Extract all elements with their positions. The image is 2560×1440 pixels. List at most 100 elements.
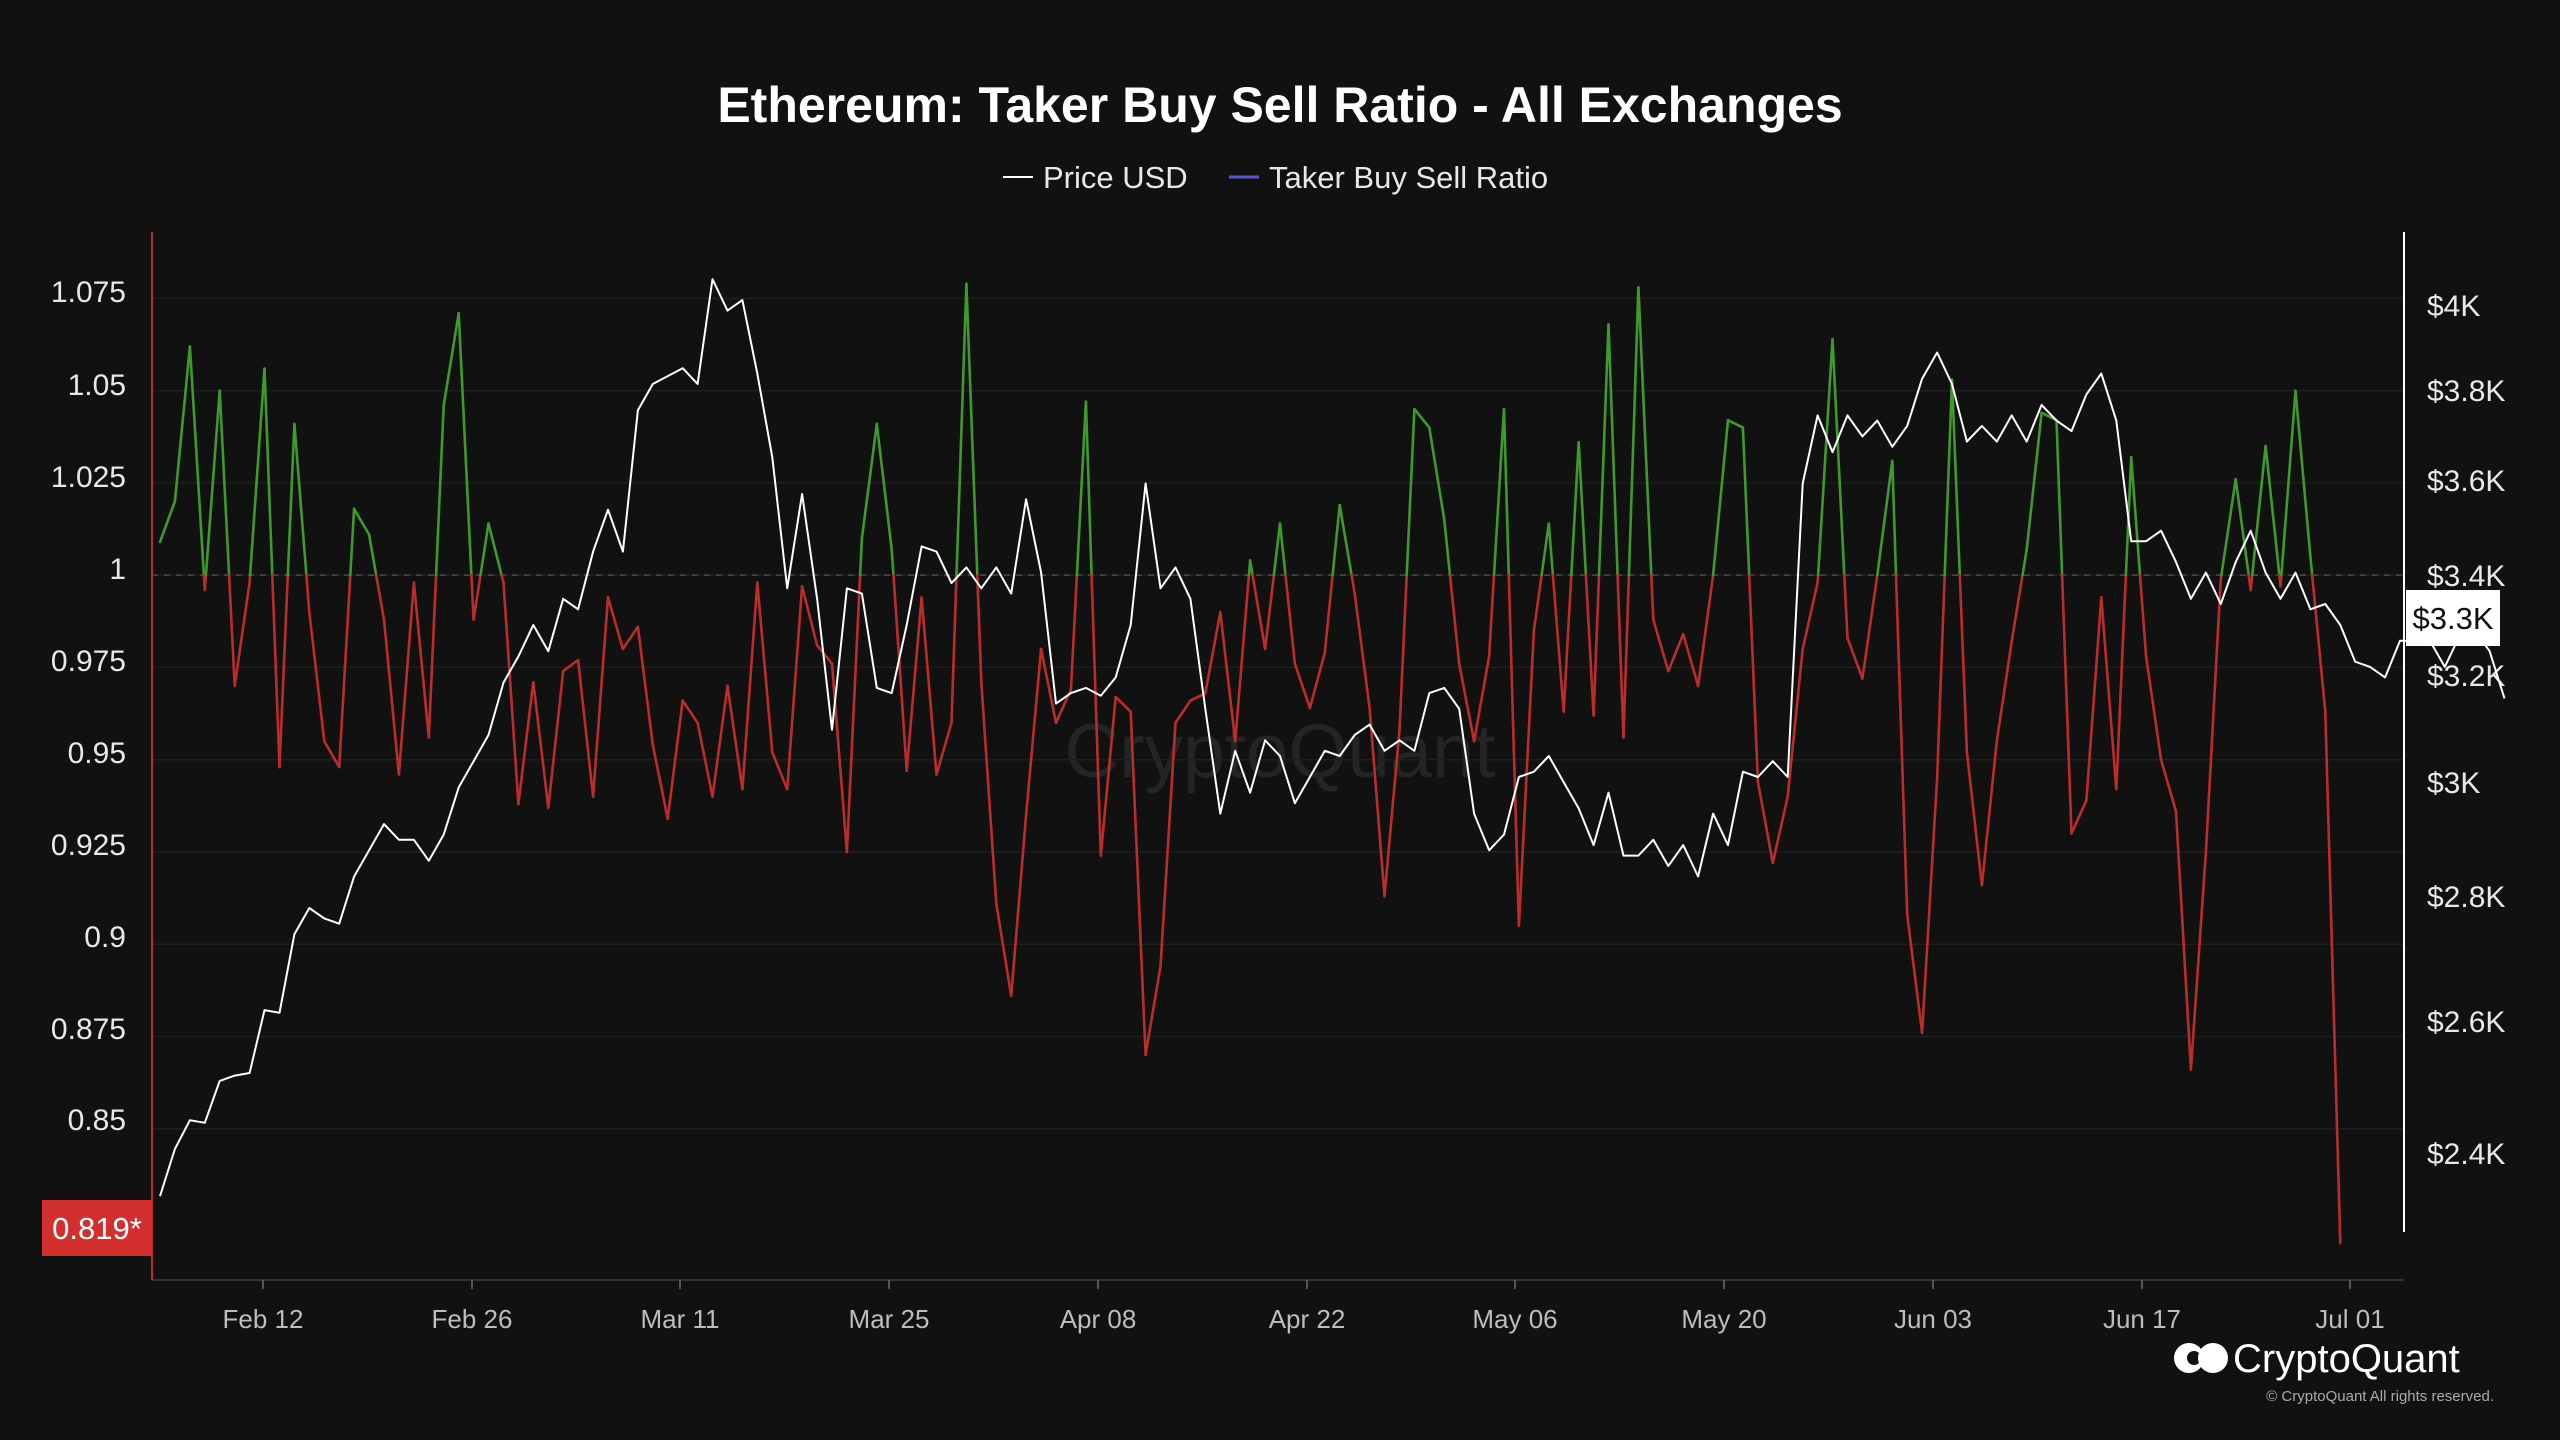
- ratio-line-segment: [979, 680, 998, 905]
- y-left-tick: 0.875: [51, 1013, 126, 1046]
- ratio-line-segment: [2280, 389, 2297, 577]
- ratio-line-segment: [1627, 286, 1640, 577]
- price-badge-bg: [2406, 590, 2500, 646]
- y-left-tick: 0.85: [68, 1104, 126, 1137]
- ratio-line-segment: [1353, 592, 1371, 710]
- ratio-line-segment: [270, 573, 281, 769]
- ratio-line-segment: [621, 625, 640, 651]
- ratio-line-segment: [188, 345, 206, 577]
- ratio-line-segment: [1681, 632, 1700, 688]
- ratio-line-segment: [1308, 651, 1327, 710]
- ratio-line-segment: [278, 573, 290, 769]
- ratio-line-segment: [726, 684, 744, 791]
- ratio-line-segment: [1876, 459, 1894, 577]
- ratio-line-segment: [1233, 573, 1251, 743]
- ratio-line-segment: [203, 573, 208, 592]
- ratio-line-segment: [1547, 522, 1555, 577]
- watermark: CryptoQuant: [1065, 709, 1496, 794]
- ratio-line-segment: [1278, 522, 1287, 577]
- ratio-line-segment: [890, 548, 895, 577]
- x-tick-label: Mar 11: [641, 1304, 720, 1334]
- ratio-line-segment: [1069, 573, 1079, 691]
- ratio-line-segment: [470, 573, 475, 621]
- x-tick-label: Jun 17: [2103, 1304, 2181, 1334]
- ratio-line-segment: [1577, 440, 1588, 577]
- ratio-line-segment: [1114, 695, 1132, 714]
- ratio-line-segment: [263, 367, 274, 577]
- ratio-line-segment: [1616, 573, 1625, 739]
- ratio-line-segment: [1786, 647, 1804, 798]
- ratio-line-segment: [1958, 573, 1969, 754]
- ratio-line-segment: [1075, 400, 1088, 577]
- ratio-line-segment: [1039, 647, 1058, 725]
- ratio-line-segment: [2324, 710, 2342, 1245]
- ratio-line-segment: [2100, 595, 2118, 791]
- ratio-line-segment: [741, 581, 759, 791]
- ratio-line-segment: [2204, 577, 2223, 854]
- ratio-line-segment: [1891, 459, 1898, 577]
- ratio-line-segment: [711, 684, 729, 798]
- ratio-line-segment: [1607, 322, 1619, 577]
- ratio-line-segment: [1905, 913, 1924, 1035]
- ratio-line-segment: [1637, 286, 1653, 577]
- y-right-tick: $3.2K: [2427, 660, 2505, 693]
- ratio-line-segment: [2189, 850, 2208, 1071]
- y-right-tick: $3.4K: [2427, 560, 2505, 593]
- ratio-line-segment: [374, 573, 386, 621]
- ratio-line-segment: [1650, 573, 1655, 621]
- x-ticks: Feb 12 Feb 26 Mar 11 Mar 25 Apr 08 Apr 2…: [223, 1304, 2385, 1334]
- ratio-line-segment: [1368, 706, 1386, 898]
- ratio-line-segment: [965, 282, 979, 577]
- ratio-line-segment: [1726, 418, 1745, 429]
- copyright: © CryptoQuant All rights reserved.: [2266, 1388, 2494, 1405]
- ratio-line-segment: [412, 581, 431, 739]
- axis-layer: [151, 232, 2405, 1289]
- ratio-line-segment: [845, 573, 862, 854]
- brand-name: CryptoQuant: [2233, 1337, 2460, 1381]
- ratio-series: [158, 282, 2342, 1245]
- ratio-line-segment: [1747, 573, 1760, 784]
- y-left-tick: 1.025: [51, 461, 126, 494]
- ratio-line-segment: [696, 721, 714, 798]
- y-right-tick: $2.4K: [2427, 1138, 2505, 1171]
- ratio-line-segment: [1741, 426, 1751, 577]
- ratio-line-segment: [1597, 322, 1610, 577]
- ratio-line-segment: [1894, 573, 1909, 917]
- ratio-line-segment: [935, 721, 953, 776]
- ratio-line-segment: [1272, 522, 1282, 577]
- ratio-line-segment: [1507, 573, 1521, 928]
- ratio-line-segment: [487, 522, 503, 577]
- ratio-line-segment: [352, 507, 371, 536]
- ratio-line-segment: [248, 367, 266, 577]
- ratio-line-segment: [2129, 455, 2142, 577]
- x-tick-label: Apr 08: [1060, 1304, 1137, 1334]
- y-left-tick: 0.95: [68, 737, 126, 770]
- y-left-ticks: 1.075 1.05 1.025 1 0.975 0.95 0.925 0.9 …: [51, 276, 126, 1137]
- ratio-line-segment: [1323, 573, 1334, 655]
- ratio-line-segment: [2310, 573, 2327, 714]
- ratio-line-segment: [2055, 418, 2064, 577]
- ratio-line-segment: [1009, 813, 1028, 998]
- ratio-line-segment: [1551, 573, 1565, 714]
- ratio-line-segment: [1801, 581, 1819, 651]
- legend-price-label: Price USD: [1043, 160, 1188, 195]
- ratio-line-segment: [367, 533, 378, 577]
- ratio-line-segment: [1492, 407, 1506, 577]
- price-badge-text: $3.3K: [2412, 601, 2493, 636]
- ratio-line-segment: [858, 536, 864, 577]
- ratio-line-segment: [1861, 573, 1879, 680]
- ratio-line-segment: [666, 699, 685, 821]
- ratio-line-segment: [1219, 610, 1237, 743]
- x-tick-label: Feb 26: [432, 1304, 513, 1334]
- ratio-line-segment: [785, 584, 804, 791]
- ratio-line-segment: [2085, 595, 2103, 802]
- ratio-line-segment: [1428, 426, 1446, 522]
- ratio-line-segment: [1413, 407, 1431, 429]
- ratio-line-segment: [1756, 780, 1775, 865]
- ratio-line-segment: [2060, 573, 2073, 835]
- ratio-line-segment: [1622, 573, 1631, 739]
- ratio-line-segment: [1517, 629, 1536, 928]
- ratio-line-segment: [1487, 573, 1496, 658]
- y-right-ticks: $4K $3.8K $3.6K $3.4K $3.2K $3K $2.8K $2…: [2427, 290, 2505, 1171]
- ratio-line-segment: [1024, 647, 1043, 817]
